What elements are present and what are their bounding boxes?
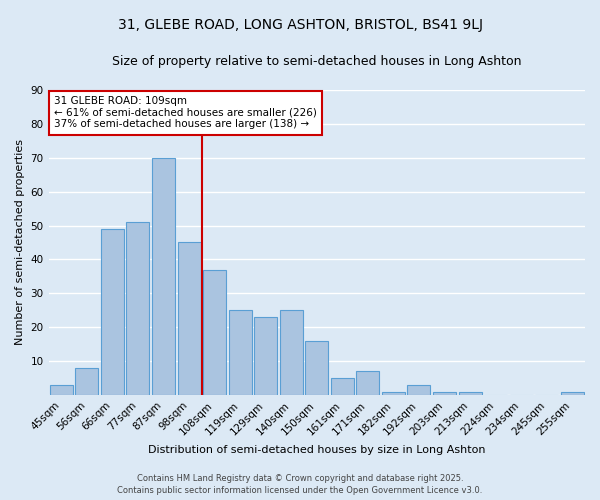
Bar — [331, 378, 354, 395]
Bar — [178, 242, 200, 395]
Bar — [50, 385, 73, 395]
Bar — [407, 385, 430, 395]
Bar — [101, 229, 124, 395]
X-axis label: Distribution of semi-detached houses by size in Long Ashton: Distribution of semi-detached houses by … — [148, 445, 485, 455]
Bar — [280, 310, 303, 395]
Bar — [561, 392, 584, 395]
Bar — [203, 270, 226, 395]
Bar — [127, 222, 149, 395]
Text: Contains HM Land Registry data © Crown copyright and database right 2025.
Contai: Contains HM Land Registry data © Crown c… — [118, 474, 482, 495]
Bar — [305, 340, 328, 395]
Bar — [458, 392, 482, 395]
Bar — [254, 317, 277, 395]
Bar — [382, 392, 405, 395]
Title: Size of property relative to semi-detached houses in Long Ashton: Size of property relative to semi-detach… — [112, 55, 521, 68]
Bar — [76, 368, 98, 395]
Text: 31, GLEBE ROAD, LONG ASHTON, BRISTOL, BS41 9LJ: 31, GLEBE ROAD, LONG ASHTON, BRISTOL, BS… — [118, 18, 482, 32]
Bar — [152, 158, 175, 395]
Bar — [433, 392, 456, 395]
Bar — [356, 371, 379, 395]
Y-axis label: Number of semi-detached properties: Number of semi-detached properties — [15, 140, 25, 346]
Bar — [229, 310, 251, 395]
Text: 31 GLEBE ROAD: 109sqm
← 61% of semi-detached houses are smaller (226)
37% of sem: 31 GLEBE ROAD: 109sqm ← 61% of semi-deta… — [54, 96, 317, 130]
